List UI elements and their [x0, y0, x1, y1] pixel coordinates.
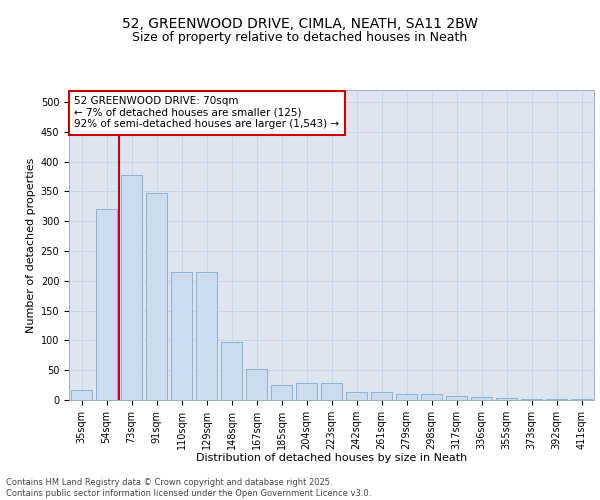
- Bar: [71, 390, 92, 400]
- Text: Contains HM Land Registry data © Crown copyright and database right 2025.
Contai: Contains HM Land Registry data © Crown c…: [6, 478, 371, 498]
- Bar: [121, 174, 142, 400]
- Bar: [346, 392, 367, 400]
- Bar: [196, 272, 217, 400]
- Bar: [171, 272, 192, 400]
- Y-axis label: Number of detached properties: Number of detached properties: [26, 158, 37, 332]
- Bar: [146, 192, 167, 400]
- Bar: [221, 342, 242, 400]
- Text: 52, GREENWOOD DRIVE, CIMLA, NEATH, SA11 2BW: 52, GREENWOOD DRIVE, CIMLA, NEATH, SA11 …: [122, 18, 478, 32]
- Text: 52 GREENWOOD DRIVE: 70sqm
← 7% of detached houses are smaller (125)
92% of semi-: 52 GREENWOOD DRIVE: 70sqm ← 7% of detach…: [74, 96, 340, 130]
- X-axis label: Distribution of detached houses by size in Neath: Distribution of detached houses by size …: [196, 454, 467, 464]
- Bar: [246, 369, 267, 400]
- Bar: [471, 397, 492, 400]
- Bar: [421, 394, 442, 400]
- Bar: [96, 209, 117, 400]
- Bar: [321, 384, 342, 400]
- Bar: [271, 385, 292, 400]
- Bar: [296, 384, 317, 400]
- Bar: [446, 396, 467, 400]
- Bar: [396, 394, 417, 400]
- Bar: [371, 392, 392, 400]
- Text: Size of property relative to detached houses in Neath: Size of property relative to detached ho…: [133, 31, 467, 44]
- Bar: [496, 398, 517, 400]
